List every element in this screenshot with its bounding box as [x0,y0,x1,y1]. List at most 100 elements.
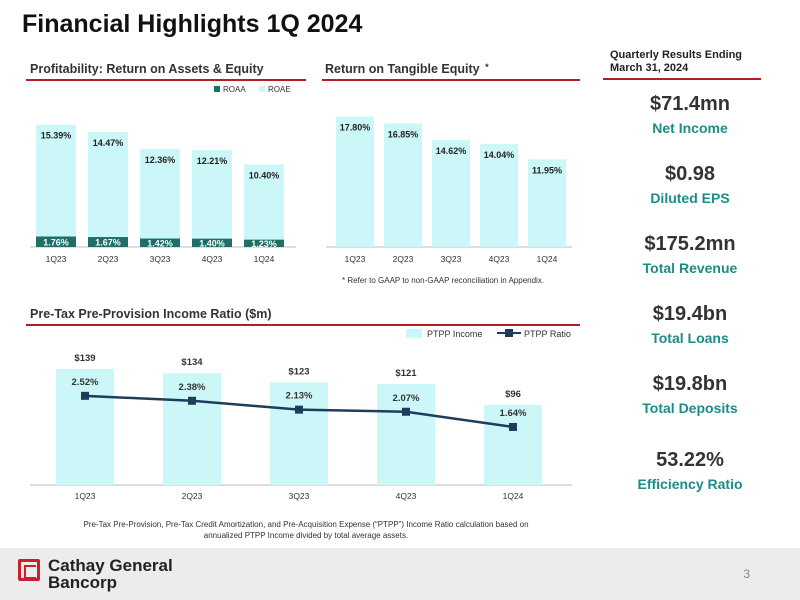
x-tick-label: 1Q24 [503,491,524,501]
ptpp-ratio-point [509,422,517,431]
kpi-rule [603,78,761,80]
ptpp-income-bar [377,384,435,485]
company-name-line1: Cathay General [48,556,173,575]
kpi-net-income: $71.4mn Net Income [600,93,780,136]
kpi-header-line2: March 31, 2024 [610,62,689,74]
kpi-efficiency-ratio: 53.22% Efficiency Ratio [600,449,780,492]
ptpp-footnote-line2: annualized PTPP Income divided by total … [203,531,409,540]
ptpp-income-data-label: $139 [74,353,95,364]
kpi-value: 53.22% [656,449,724,471]
kpi-label: Total Loans [651,330,729,346]
roaa-data-label: 1.76% [43,237,69,247]
rote-footnote: * Refer to GAAP to non-GAAP reconciliati… [342,276,545,285]
kpi-label: Net Income [652,120,728,136]
x-tick-label: 3Q23 [150,254,171,264]
ptpp-footnote-line1: Pre-Tax Pre-Provision, Pre-Tax Credit Am… [83,520,529,529]
ptpp-ratio-data-label: 2.13% [286,391,313,402]
rote-bar [480,144,518,247]
roae-data-label: 14.47% [93,138,124,148]
ptpp-income-data-label: $123 [288,366,309,377]
roae-bar [192,149,232,247]
rote-bar [336,116,374,247]
roaa-bar [192,238,232,247]
roaa-bar [88,237,128,247]
roaa-data-label: 1.40% [199,238,225,248]
roaa-bar [140,238,180,247]
kpi-label: Total Revenue [642,260,738,276]
ptpp-income-data-label: $121 [395,368,417,379]
rote-data-label: 14.62% [436,146,467,156]
kpi-value: $19.4bn [652,303,728,325]
kpi-value: $19.8bn [652,373,728,395]
kpi-header: Quarterly Results Ending March 31, 2024 [610,49,742,75]
rote-bar [384,123,422,247]
legend-ptpp-ratio-label: PTPP Ratio [524,329,571,339]
rote-bar [528,159,566,247]
profitability-rule [26,79,306,81]
ptpp-footnote: Pre-Tax Pre-Provision, Pre-Tax Credit Am… [46,519,566,541]
ptpp-income-bar [56,369,114,485]
roae-bar [244,164,284,247]
kpi-label: Total Deposits [642,400,738,416]
kpi-value: $71.4mn [649,93,731,115]
rote-data-label: 11.95% [532,165,562,175]
kpi-value: $175.2mn [644,233,736,255]
x-tick-label: 4Q23 [489,254,510,264]
x-tick-label: 3Q23 [289,491,310,501]
legend-roae-label: ROAE [268,85,291,94]
company-logo-icon [18,559,40,581]
roae-data-label: 15.39% [41,131,72,141]
ptpp-income-bar [270,382,328,485]
roae-data-label: 10.40% [249,170,280,180]
ptpp-ratio-data-label: 2.07% [393,393,420,404]
x-tick-label: 1Q23 [345,254,366,264]
roaa-bar [36,236,76,247]
x-tick-label: 4Q23 [202,254,223,264]
kpi-total-revenue: $175.2mn Total Revenue [600,233,780,276]
rote-title-text: Return on Tangible Equity [325,62,480,76]
ptpp-chart: PTPP Income PTPP Ratio $139 1Q23 $134 2Q23 $… [30,329,572,501]
x-tick-label: 1Q23 [46,254,67,264]
legend-ptpp-income-label: PTPP Income [427,329,482,339]
roae-bar [88,132,128,247]
rote-rule [322,79,580,81]
ptpp-ratio-point [295,405,303,414]
x-tick-label: 4Q23 [396,491,417,501]
roaa-data-label: 1.23% [251,239,277,249]
roaa-data-label: 1.42% [147,238,173,248]
ptpp-ratio-data-label: 1.64% [500,408,527,419]
x-tick-label: 3Q23 [441,254,462,264]
legend-ptpp-ratio-marker [505,329,513,337]
legend-roaa-swatch [214,86,220,92]
company-name-line2: Bancorp [48,573,117,592]
rote-title: Return on Tangible Equity * [325,62,489,76]
legend-roaa-label: ROAA [223,85,246,94]
rote-chart: 17.80% 1Q23 16.85% 2Q23 14.62% 3Q23 14.04% 4Q23… [326,116,572,264]
rote-data-label: 16.85% [388,129,419,139]
ptpp-ratio-point [188,396,196,405]
page-number: 3 [743,567,750,581]
company-logo-text: Cathay General Bancorp [48,557,173,591]
profitability-chart: ROAA ROAE 15.39% 1.76% 1Q23 14.47% 1.67% 2Q23… [30,85,296,264]
ptpp-ratio-data-label: 2.38% [179,382,206,393]
x-tick-label: 2Q23 [182,491,203,501]
kpi-total-loans: $19.4bn Total Loans [600,303,780,346]
rote-data-label: 14.04% [484,150,515,160]
ptpp-income-data-label: $96 [505,389,521,400]
kpi-header-line1: Quarterly Results Ending [610,49,743,61]
footer-bar [0,548,800,600]
rote-title-marker: * [485,62,489,72]
roae-bar [140,148,180,247]
ptpp-income-bar [163,373,221,485]
rote-bar [432,139,470,247]
ptpp-ratio-point [402,407,410,416]
legend-roae-swatch [259,86,265,92]
rote-data-label: 17.80% [340,122,371,132]
ptpp-ratio-point [81,391,89,400]
legend-ptpp-income-swatch [406,329,422,338]
ptpp-title: Pre-Tax Pre-Provision Income Ratio ($m) [30,307,272,321]
x-tick-label: 2Q23 [393,254,414,264]
kpi-label: Efficiency Ratio [637,476,743,492]
kpi-label: Diluted EPS [650,190,730,206]
ptpp-ratio-data-label: 2.52% [72,377,99,388]
